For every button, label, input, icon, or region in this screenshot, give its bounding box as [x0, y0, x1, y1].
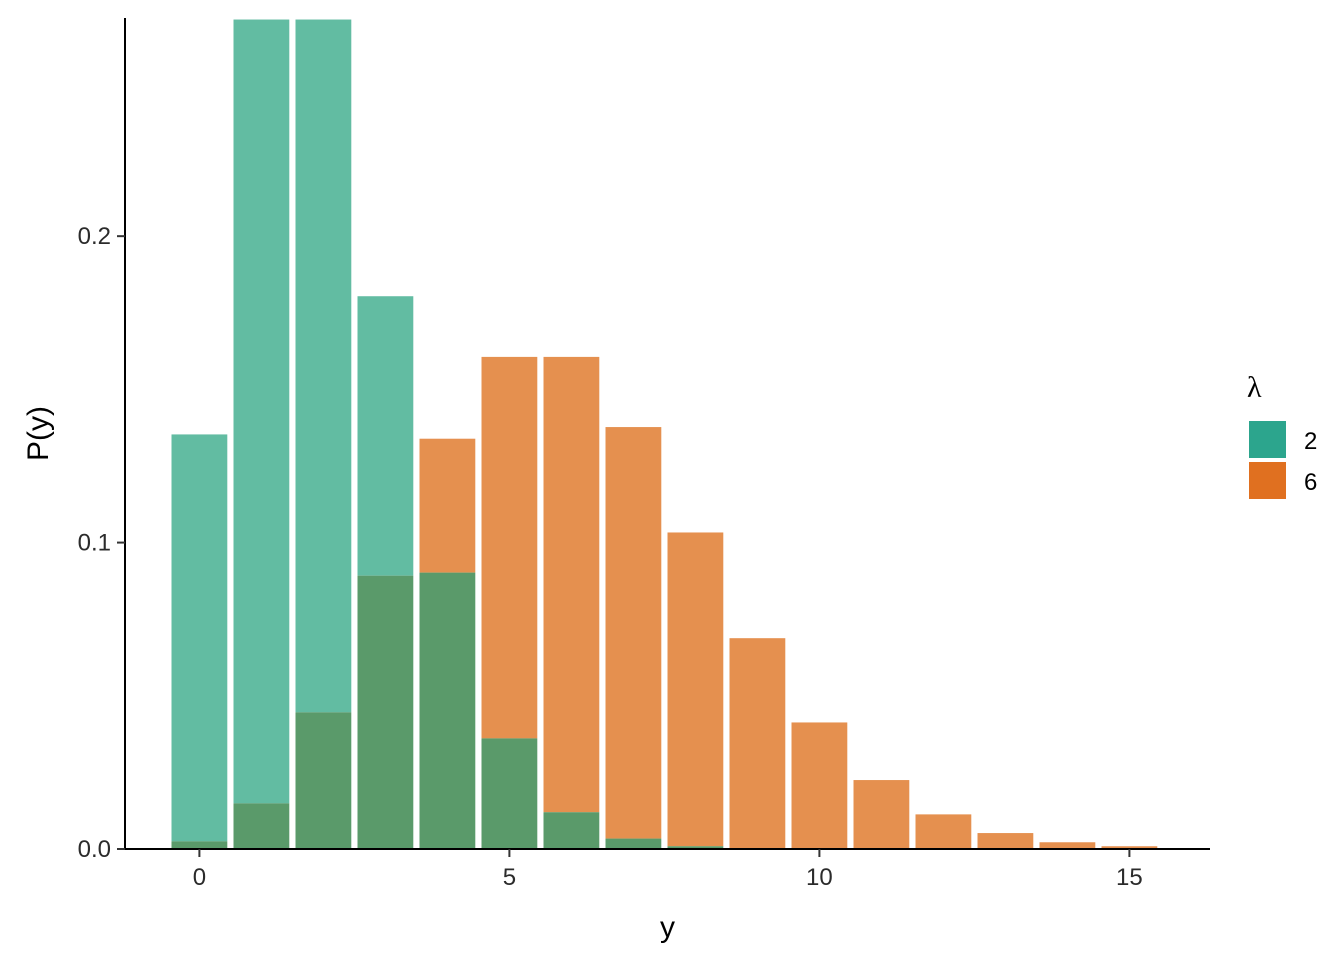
- x-tick-label-15: 15: [1116, 864, 1143, 891]
- bar-lambda-6-4: [419, 438, 476, 573]
- bar-lambda-6-8: [667, 532, 724, 847]
- legend-label-2: 2: [1304, 428, 1317, 455]
- bar-overlap-8: [667, 846, 724, 849]
- bar-overlap-5: [481, 738, 538, 849]
- y-tick-label-2: 0.2: [78, 223, 111, 250]
- bar-lambda-6-15: [1101, 846, 1158, 849]
- bar-lambda-6-13: [977, 833, 1034, 849]
- bar-lambda-2-2: [295, 19, 352, 713]
- x-tick-label-10: 10: [806, 864, 833, 891]
- bar-overlap-7: [605, 838, 662, 849]
- legend-swatch-6: [1249, 462, 1286, 499]
- bar-overlap-2: [295, 712, 352, 849]
- bar-lambda-6-5: [481, 356, 538, 739]
- y-tick-label-1: 0.1: [78, 530, 111, 557]
- bars-group: [171, 19, 1158, 849]
- bar-overlap-1: [233, 803, 290, 849]
- bar-lambda-2-0: [171, 434, 228, 842]
- x-tick-label-0: 0: [193, 864, 206, 891]
- legend-title: λ: [1247, 371, 1262, 404]
- bar-overlap-3: [357, 575, 414, 849]
- bar-lambda-6-11: [853, 780, 910, 849]
- y-axis-title: P(y): [22, 406, 55, 461]
- bar-lambda-6-10: [791, 722, 848, 849]
- x-axis-title: y: [660, 911, 675, 944]
- legend-label-6: 6: [1304, 469, 1317, 496]
- legend: λ 2 6: [1247, 371, 1317, 499]
- axes-group: 0 5 10 15 0.0 0.1 0.2 y P(y): [22, 18, 1210, 944]
- bar-overlap-6: [543, 812, 600, 849]
- bar-lambda-6-6: [543, 356, 600, 813]
- bar-lambda-6-9: [729, 638, 786, 849]
- bar-overlap-4: [419, 572, 476, 849]
- bar-overlap-0: [171, 841, 228, 849]
- bar-lambda-2-3: [357, 296, 414, 576]
- bar-lambda-2-1: [233, 19, 290, 804]
- legend-swatch-2: [1249, 421, 1286, 458]
- bar-lambda-6-12: [915, 814, 972, 849]
- y-tick-label-0: 0.0: [78, 836, 111, 863]
- x-tick-label-5: 5: [503, 864, 516, 891]
- bar-lambda-6-7: [605, 427, 662, 839]
- bar-lambda-6-14: [1039, 842, 1096, 849]
